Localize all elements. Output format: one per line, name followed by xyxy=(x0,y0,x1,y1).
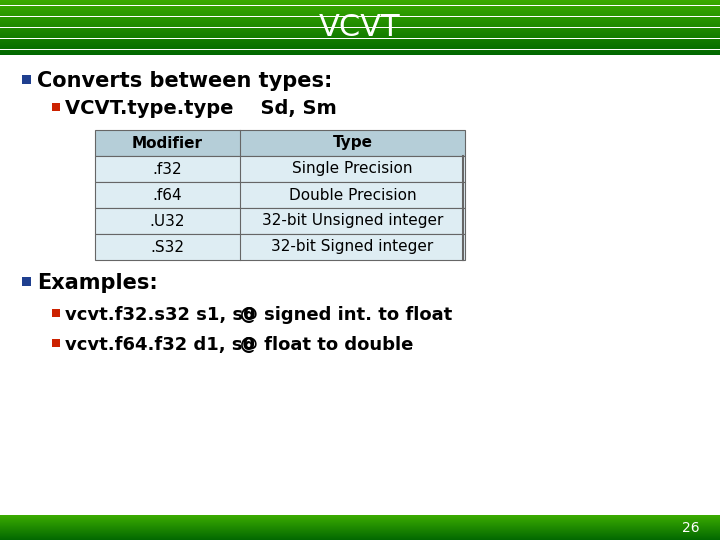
Bar xyxy=(0,10,720,11)
Bar xyxy=(0,24,720,25)
Bar xyxy=(95,130,465,156)
Bar xyxy=(0,44,720,45)
Text: .f64: .f64 xyxy=(153,187,182,202)
Bar xyxy=(0,19,720,20)
Text: @ signed int. to float: @ signed int. to float xyxy=(240,306,452,324)
Bar xyxy=(0,6,720,8)
Bar xyxy=(0,17,720,18)
Bar xyxy=(0,12,720,13)
Bar xyxy=(0,3,720,4)
Bar xyxy=(0,34,720,35)
Bar xyxy=(0,25,720,26)
Text: .f32: .f32 xyxy=(153,161,182,177)
Bar xyxy=(0,51,720,52)
Bar xyxy=(52,339,60,347)
Bar xyxy=(0,33,720,34)
Bar xyxy=(0,45,720,46)
Bar xyxy=(0,42,720,43)
Bar xyxy=(0,4,720,5)
Bar xyxy=(52,309,60,317)
Bar xyxy=(0,1,720,2)
Bar xyxy=(0,8,720,9)
Bar xyxy=(0,30,720,31)
Bar xyxy=(0,36,720,37)
Text: Converts between types:: Converts between types: xyxy=(37,71,333,91)
Text: 26: 26 xyxy=(683,521,700,535)
Bar xyxy=(0,32,720,33)
Text: vcvt.f32.s32 s1, s0: vcvt.f32.s32 s1, s0 xyxy=(65,306,256,324)
Bar xyxy=(0,40,720,42)
Bar xyxy=(0,38,720,39)
Bar xyxy=(0,52,720,53)
Text: Single Precision: Single Precision xyxy=(292,161,413,177)
Text: .U32: .U32 xyxy=(150,213,185,228)
Bar xyxy=(0,21,720,22)
Bar xyxy=(0,26,720,28)
Bar xyxy=(0,48,720,49)
Text: Type: Type xyxy=(333,136,372,151)
Text: VCVT: VCVT xyxy=(319,13,401,42)
Bar xyxy=(0,5,720,6)
Bar xyxy=(0,31,720,32)
Text: Double Precision: Double Precision xyxy=(289,187,416,202)
Bar xyxy=(0,50,720,51)
Text: 32-bit Signed integer: 32-bit Signed integer xyxy=(271,240,433,254)
Bar xyxy=(0,53,720,54)
Bar xyxy=(0,20,720,21)
Bar xyxy=(95,234,465,260)
Text: Examples:: Examples: xyxy=(37,273,158,293)
Bar xyxy=(0,18,720,19)
Bar xyxy=(0,9,720,10)
Bar xyxy=(0,35,720,36)
Bar xyxy=(0,43,720,44)
Bar xyxy=(95,182,465,208)
Bar xyxy=(0,0,720,1)
Bar xyxy=(0,16,720,17)
Bar xyxy=(0,22,720,23)
Bar xyxy=(22,277,31,286)
Bar xyxy=(52,103,60,111)
Bar xyxy=(0,2,720,3)
Bar xyxy=(22,75,31,84)
Bar xyxy=(0,49,720,50)
Text: @ float to double: @ float to double xyxy=(240,336,413,354)
Bar xyxy=(0,23,720,24)
Bar xyxy=(0,28,720,29)
Bar xyxy=(0,54,720,55)
Bar xyxy=(0,39,720,40)
Bar xyxy=(0,14,720,16)
Text: 32-bit Unsigned integer: 32-bit Unsigned integer xyxy=(262,213,444,228)
Bar xyxy=(95,156,465,182)
Text: VCVT.type.type    Sd, Sm: VCVT.type.type Sd, Sm xyxy=(65,99,337,118)
Bar xyxy=(0,37,720,38)
Bar xyxy=(0,11,720,12)
Text: vcvt.f64.f32 d1, s0: vcvt.f64.f32 d1, s0 xyxy=(65,336,255,354)
Text: .S32: .S32 xyxy=(150,240,184,254)
Bar xyxy=(0,46,720,48)
Bar xyxy=(0,13,720,14)
Text: Modifier: Modifier xyxy=(132,136,203,151)
Bar xyxy=(95,208,465,234)
Bar xyxy=(0,29,720,30)
